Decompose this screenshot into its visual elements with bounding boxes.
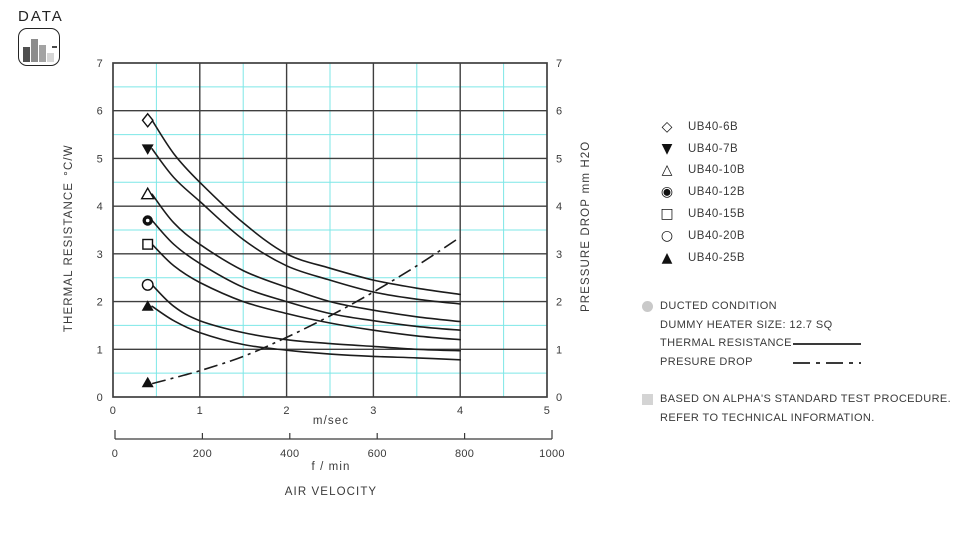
pressure-drop-key: PRESURE DROP bbox=[642, 353, 861, 372]
triangle-down-filled-icon: ▼ bbox=[661, 140, 673, 157]
triangle-up-open-icon: △ bbox=[661, 162, 673, 179]
right-axis-title: PRESSURE DROP bbox=[580, 198, 592, 312]
square-open-icon: □ bbox=[660, 206, 674, 223]
curve-UB40-6B bbox=[151, 119, 461, 296]
footnote: BASED ON ALPHA'S STANDARD TEST PROCEDURE… bbox=[642, 390, 951, 427]
legend-item: △ UB40-10B bbox=[656, 160, 745, 182]
x-axis-unit: m/sec bbox=[313, 415, 349, 427]
legend-item-label: UB40-20B bbox=[688, 229, 746, 242]
dashdot-line-sample bbox=[793, 361, 861, 364]
legend-item: ◇ UB40-6B bbox=[656, 116, 745, 138]
left-axis-unit: °C/W bbox=[63, 144, 75, 175]
circle-open-marker bbox=[141, 278, 154, 291]
solid-line-sample bbox=[793, 342, 861, 345]
triangle-up-filled-marker bbox=[141, 300, 154, 311]
x-tick-label: 4 bbox=[457, 405, 463, 417]
right-tick-label: 2 bbox=[556, 297, 562, 309]
fmin-tick-label: 0 bbox=[112, 448, 118, 460]
triangle-up-filled-icon: ▲ bbox=[661, 249, 673, 266]
legend-item: ◉ UB40-12B bbox=[656, 181, 745, 203]
curve-UB40-20B bbox=[151, 284, 461, 352]
left-tick-label: 7 bbox=[97, 58, 103, 70]
condition-text: DUCTED CONDITION bbox=[660, 300, 778, 313]
x-tick-label: 2 bbox=[283, 405, 289, 417]
plot-border bbox=[112, 62, 548, 398]
triangle-up-open-marker bbox=[140, 186, 155, 200]
curve-UB40-10B bbox=[151, 193, 461, 323]
left-tick-label: 6 bbox=[97, 106, 103, 118]
right-tick-label: 0 bbox=[556, 392, 562, 404]
right-tick-label: 3 bbox=[556, 249, 562, 261]
heater-text: DUMMY HEATER SIZE: 12.7 SQ bbox=[660, 318, 833, 331]
curve-UB40-7B bbox=[151, 148, 461, 305]
diamond-open-icon: ◇ bbox=[661, 118, 673, 135]
logo-text: DATA bbox=[18, 8, 64, 25]
legend-item: □ UB40-15B bbox=[656, 203, 745, 225]
legend-item-label: UB40-6B bbox=[688, 120, 739, 133]
x-tick-label: 0 bbox=[110, 405, 116, 417]
legend-item: ○ UB40-20B bbox=[656, 225, 745, 247]
legend-item: ▼ UB40-7B bbox=[656, 138, 745, 160]
fmin-tick-label: 1000 bbox=[539, 448, 565, 460]
pressure-key-label: PRESURE DROP bbox=[660, 356, 753, 369]
left-tick-label: 2 bbox=[97, 297, 103, 309]
left-axis-title: THERMAL RESISTANCE bbox=[63, 182, 75, 332]
left-tick-label: 1 bbox=[97, 344, 103, 356]
right-tick-label: 7 bbox=[556, 58, 562, 70]
fmin-tick-label: 800 bbox=[455, 448, 474, 460]
legend-item-label: UB40-15B bbox=[688, 208, 746, 221]
right-tick-label: 4 bbox=[556, 201, 562, 213]
test-condition-notes: DUCTED CONDITION DUMMY HEATER SIZE: 12.7… bbox=[642, 297, 861, 371]
fmin-tick-label: 400 bbox=[280, 448, 299, 460]
fmin-tick-label: 600 bbox=[368, 448, 387, 460]
left-tick-label: 4 bbox=[97, 201, 103, 213]
right-tick-label: 5 bbox=[556, 153, 562, 165]
curve-UB40-12B bbox=[151, 219, 461, 331]
pressure-drop-curve bbox=[151, 236, 461, 385]
legend: ◇ UB40-6B ▼ UB40-7B △ UB40-10B ◉ UB40-12… bbox=[656, 116, 745, 269]
square-open-marker bbox=[142, 238, 154, 250]
left-tick-label: 0 bbox=[97, 392, 103, 404]
x-tick-label: 1 bbox=[197, 405, 203, 417]
left-tick-label: 5 bbox=[97, 153, 103, 165]
legend-item-label: UB40-12B bbox=[688, 186, 746, 199]
right-tick-label: 1 bbox=[556, 344, 562, 356]
footnote-text-2: REFER TO TECHNICAL INFORMATION. bbox=[660, 411, 875, 424]
circle-dot-marker bbox=[142, 215, 153, 226]
circle-open-icon: ○ bbox=[660, 227, 674, 244]
x-axis-title: AIR VELOCITY bbox=[285, 486, 377, 498]
triangle-down-filled-marker bbox=[141, 144, 154, 155]
curve-UB40-25B bbox=[151, 305, 461, 361]
right-tick-label: 6 bbox=[556, 106, 562, 118]
bullet-circle-icon bbox=[642, 300, 653, 312]
right-axis-unit: mm H2O bbox=[580, 141, 592, 194]
diamond-open-marker bbox=[141, 112, 154, 128]
legend-item: ▲ UB40-25B bbox=[656, 247, 745, 269]
x-tick-label: 5 bbox=[544, 405, 550, 417]
legend-item-label: UB40-25B bbox=[688, 251, 746, 264]
legend-item-label: UB40-10B bbox=[688, 164, 746, 177]
legend-item-label: UB40-7B bbox=[688, 142, 739, 155]
circle-dot-icon: ◉ bbox=[660, 184, 674, 201]
curve-UB40-15B bbox=[151, 243, 461, 341]
footnote-text-1: BASED ON ALPHA'S STANDARD TEST PROCEDURE… bbox=[660, 393, 952, 406]
thermal-resistance-key: THERMAL RESISTANCE bbox=[642, 334, 861, 353]
x-axis2-unit: f / min bbox=[311, 461, 350, 473]
left-tick-label: 3 bbox=[97, 249, 103, 261]
fmin-tick-label: 200 bbox=[193, 448, 212, 460]
heater-size-note: DUMMY HEATER SIZE: 12.7 SQ bbox=[642, 316, 861, 335]
data-logo: DATA bbox=[18, 8, 64, 66]
pressure-start-marker bbox=[141, 376, 154, 388]
footnote-line-2: REFER TO TECHNICAL INFORMATION. bbox=[642, 409, 951, 428]
bullet-square-icon bbox=[642, 393, 653, 405]
footnote-line-1: BASED ON ALPHA'S STANDARD TEST PROCEDURE… bbox=[642, 390, 951, 409]
thermal-key-label: THERMAL RESISTANCE bbox=[660, 337, 792, 350]
ducted-condition-note: DUCTED CONDITION bbox=[642, 297, 861, 316]
thermal-resistance-chart: °C/W THERMAL RESISTANCE mm H2O PRESSURE … bbox=[63, 58, 592, 498]
bar-chart-icon bbox=[18, 28, 60, 66]
x-tick-label: 3 bbox=[370, 405, 376, 417]
